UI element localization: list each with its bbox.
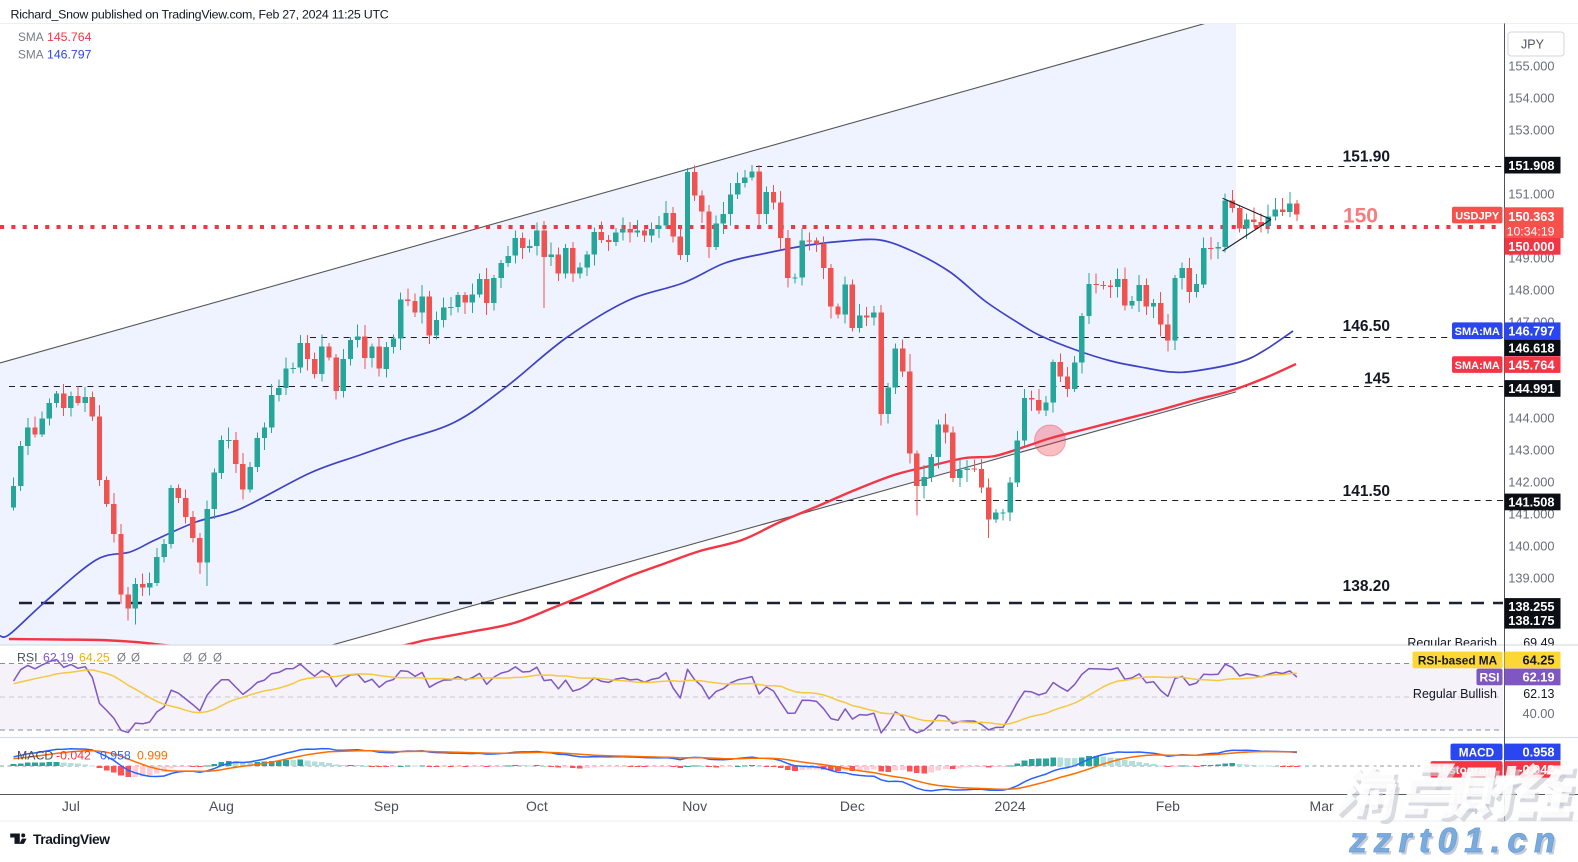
svg-text:SMA:MA: SMA:MA <box>1455 326 1500 338</box>
svg-text:Ø: Ø <box>131 653 140 665</box>
svg-text:154.000: 154.000 <box>1508 90 1554 105</box>
svg-text:150: 150 <box>1343 205 1378 228</box>
svg-text:RSI: RSI <box>1479 670 1499 684</box>
svg-text:150.363: 150.363 <box>1508 209 1554 224</box>
svg-text:151.000: 151.000 <box>1508 186 1554 201</box>
svg-text:Nov: Nov <box>682 798 707 814</box>
svg-text:145.764: 145.764 <box>47 30 92 44</box>
svg-text:Ø: Ø <box>198 653 207 665</box>
svg-text:Sep: Sep <box>374 798 399 814</box>
svg-text:144.000: 144.000 <box>1508 410 1554 425</box>
svg-text:Aug: Aug <box>209 798 234 814</box>
svg-text:SMA: SMA <box>18 47 44 61</box>
svg-text:RSI-based MA: RSI-based MA <box>1418 653 1498 667</box>
svg-text:zzrt01.cn: zzrt01.cn <box>1346 821 1566 857</box>
svg-text:150.000: 150.000 <box>1508 239 1554 254</box>
svg-text:148.000: 148.000 <box>1508 282 1554 297</box>
svg-text:143.000: 143.000 <box>1508 442 1554 457</box>
svg-text:Ø: Ø <box>183 653 192 665</box>
svg-text:MACD: MACD <box>17 749 53 763</box>
svg-text:0.958: 0.958 <box>100 749 131 763</box>
svg-text:Ø: Ø <box>213 653 222 665</box>
svg-text:0.958: 0.958 <box>1522 745 1554 760</box>
svg-text:138.20: 138.20 <box>1343 578 1390 595</box>
svg-text:10:34:19: 10:34:19 <box>1507 224 1555 238</box>
svg-text:145: 145 <box>1364 371 1390 388</box>
svg-text:146.618: 146.618 <box>1508 340 1554 355</box>
svg-text:146.797: 146.797 <box>1508 324 1554 339</box>
svg-text:0.999: 0.999 <box>137 749 168 763</box>
svg-text:Dec: Dec <box>840 798 865 814</box>
svg-text:JPY: JPY <box>1521 38 1545 52</box>
svg-text:69.49: 69.49 <box>1523 636 1554 650</box>
svg-text:151.908: 151.908 <box>1508 158 1554 173</box>
svg-text:USDJPY: USDJPY <box>1455 210 1500 222</box>
svg-text:Feb: Feb <box>1156 798 1180 814</box>
svg-text:139.000: 139.000 <box>1508 570 1554 585</box>
svg-text:146.797: 146.797 <box>47 47 92 61</box>
svg-text:64.25: 64.25 <box>1522 653 1554 668</box>
svg-text:151.90: 151.90 <box>1343 149 1390 166</box>
svg-text:2024: 2024 <box>995 798 1026 814</box>
svg-text:144.991: 144.991 <box>1508 381 1554 396</box>
svg-text:153.000: 153.000 <box>1508 122 1554 137</box>
svg-text:138.255: 138.255 <box>1508 599 1554 614</box>
svg-text:146.50: 146.50 <box>1343 318 1390 335</box>
svg-text:Regular Bearish: Regular Bearish <box>1407 636 1497 650</box>
svg-text:Ø: Ø <box>117 653 126 665</box>
svg-text:141.508: 141.508 <box>1508 495 1554 510</box>
svg-text:SMA:MA: SMA:MA <box>1455 360 1500 372</box>
svg-text:64.25: 64.25 <box>79 651 110 665</box>
svg-text:155.000: 155.000 <box>1508 58 1554 73</box>
svg-text:Oct: Oct <box>526 798 548 814</box>
svg-text:142.000: 142.000 <box>1508 474 1554 489</box>
svg-text:TradingView: TradingView <box>33 832 110 847</box>
svg-text:62.19: 62.19 <box>1522 670 1554 685</box>
svg-text:141.50: 141.50 <box>1343 483 1390 500</box>
svg-text:138.175: 138.175 <box>1508 613 1554 628</box>
svg-text:62.13: 62.13 <box>1523 687 1554 701</box>
svg-text:zzrt01.cn: zzrt01.cn <box>1348 824 1568 857</box>
svg-text:145.764: 145.764 <box>1508 357 1555 372</box>
svg-text:Richard_Snow published on Trad: Richard_Snow published on TradingView.co… <box>11 7 389 21</box>
svg-text:62.19: 62.19 <box>43 651 74 665</box>
svg-text:Mar: Mar <box>1310 798 1334 814</box>
svg-text:-0.042: -0.042 <box>56 749 91 763</box>
svg-text:40.00: 40.00 <box>1522 706 1554 721</box>
svg-text:SMA: SMA <box>18 30 44 44</box>
svg-text:Regular Bullish: Regular Bullish <box>1413 687 1497 701</box>
svg-text:Jul: Jul <box>62 798 80 814</box>
svg-text:RSI: RSI <box>17 651 38 665</box>
svg-text:140.000: 140.000 <box>1508 538 1554 553</box>
svg-text:MACD: MACD <box>1459 745 1495 759</box>
